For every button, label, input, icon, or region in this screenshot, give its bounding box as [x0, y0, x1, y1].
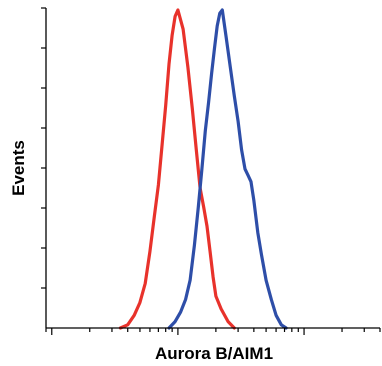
- x-axis-ticks: [45, 328, 381, 335]
- series-line-red: [118, 8, 236, 330]
- x-axis-label: Aurora B/AIM1: [155, 344, 273, 363]
- plot-area: [118, 8, 288, 330]
- y-axis-label: Events: [9, 140, 28, 196]
- series-line-blue: [167, 8, 288, 330]
- y-axis-ticks: [41, 7, 46, 289]
